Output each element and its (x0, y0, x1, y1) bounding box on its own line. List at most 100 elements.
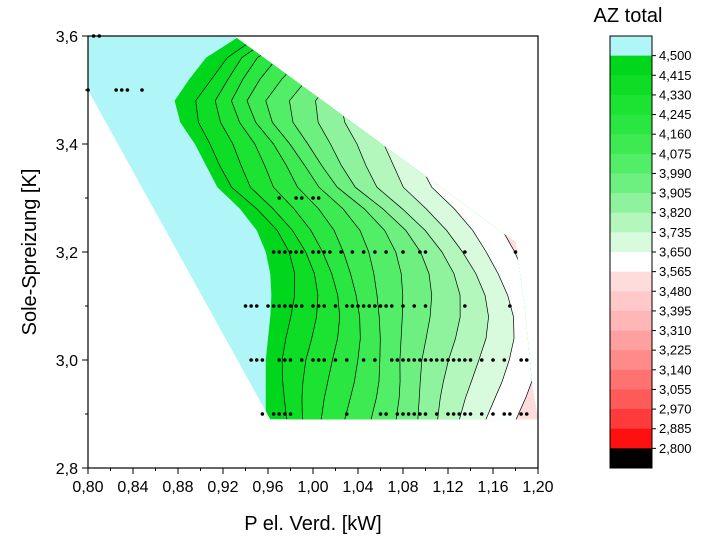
measurement-point (457, 358, 462, 362)
measurement-point (344, 358, 349, 362)
measurement-point (283, 304, 287, 308)
colorbar-label: 3,140 (659, 362, 692, 377)
measurement-point (114, 88, 118, 92)
colorbar-label: 4,415 (659, 68, 692, 83)
colorbar-label: 4,245 (659, 107, 692, 122)
measurement-point (288, 304, 293, 308)
measurement-point (254, 358, 259, 362)
measurement-point (254, 304, 259, 308)
measurement-point (401, 412, 405, 416)
colorbar-swatch (610, 55, 652, 76)
measurement-point (491, 358, 495, 362)
measurement-point (429, 358, 433, 362)
measurement-point (294, 196, 298, 200)
measurement-point (266, 304, 270, 308)
x-tick-label: 1,16 (477, 479, 508, 496)
measurement-point (322, 304, 327, 308)
colorbar-swatch (610, 75, 652, 96)
measurement-point (350, 304, 355, 308)
colorbar-swatch (610, 271, 652, 292)
measurement-point (322, 250, 327, 254)
y-axis: 2,8 3,0 3,2 3,4 3,6 (56, 29, 88, 478)
contour-line-5 (265, 36, 381, 420)
measurement-point (271, 304, 276, 308)
measurement-point (389, 304, 394, 308)
measurement-point (384, 304, 388, 308)
colorbar-label: 4,500 (659, 48, 692, 63)
measurement-point (344, 304, 349, 308)
measurement-point (294, 304, 298, 308)
measurement-point (344, 412, 349, 416)
colorbar: 4,500 4,415 4,330 4,245 4,160 4,075 3,990 3,905… (609, 35, 692, 469)
measurement-point (277, 304, 282, 308)
measurement-point (283, 412, 287, 416)
contour-line-2 (214, 36, 319, 420)
measurement-point (513, 250, 518, 254)
measurement-point (508, 412, 512, 416)
measurement-point (316, 304, 321, 308)
measurement-point (283, 250, 287, 254)
measurement-point (299, 304, 304, 308)
colorbar-swatch (610, 212, 652, 233)
colorbar-label: 2,970 (659, 402, 692, 417)
measurement-point (333, 304, 338, 308)
measurement-point (463, 304, 467, 308)
y-tick-label: 3,6 (56, 29, 78, 46)
measurement-point (277, 250, 282, 254)
measurement-point (311, 196, 315, 200)
colorbar-swatch (610, 193, 652, 214)
measurement-point (502, 412, 507, 416)
measurement-point (373, 358, 377, 362)
measurement-point (271, 412, 276, 416)
contour-line-4 (246, 36, 361, 420)
measurement-point (423, 304, 428, 308)
x-tick-label: 1,20 (522, 479, 553, 496)
measurement-point (373, 304, 377, 308)
measurement-point (249, 304, 253, 308)
measurement-point (356, 304, 360, 308)
colorbar-swatch (610, 232, 652, 253)
measurement-point (311, 250, 315, 254)
colorbar-swatch (610, 330, 652, 351)
measurement-point (468, 358, 473, 362)
measurement-point (524, 412, 529, 416)
measurement-point (395, 412, 400, 416)
measurement-point (508, 304, 512, 308)
measurement-point (140, 88, 144, 92)
colorbar-swatch (610, 252, 652, 273)
colorbar-label: 4,075 (659, 146, 692, 161)
measurement-point (249, 358, 253, 362)
measurement-point (446, 412, 450, 416)
measurement-point (316, 358, 321, 362)
measurement-point (299, 358, 304, 362)
measurement-point (389, 358, 394, 362)
colorbar-swatch (610, 94, 652, 116)
measurement-point (283, 358, 287, 362)
x-tick-label: 1,08 (387, 479, 418, 496)
colorbar-swatch (610, 310, 652, 332)
measurement-point (468, 412, 473, 416)
measurement-point (440, 358, 445, 362)
measurement-point (384, 250, 388, 254)
colorbar-label: 4,330 (659, 87, 692, 102)
measurement-point (311, 358, 315, 362)
measurement-point (463, 358, 467, 362)
measurement-point (277, 412, 282, 416)
y-tick-label: 3,4 (56, 137, 78, 154)
measurement-point (299, 196, 304, 200)
measurement-point (434, 412, 439, 416)
measurement-point (288, 358, 293, 362)
measurement-point (451, 412, 456, 416)
contour-line-6 (289, 36, 404, 420)
measurement-point (418, 250, 422, 254)
measurement-point (434, 358, 439, 362)
colorbar-label: 3,225 (659, 343, 692, 358)
measurement-point (316, 250, 321, 254)
measurement-point (418, 358, 422, 362)
measurement-point (328, 250, 332, 254)
colorbar-swatch (610, 134, 652, 155)
measurement-point (333, 358, 338, 362)
x-tick-label: 0,80 (72, 479, 103, 496)
